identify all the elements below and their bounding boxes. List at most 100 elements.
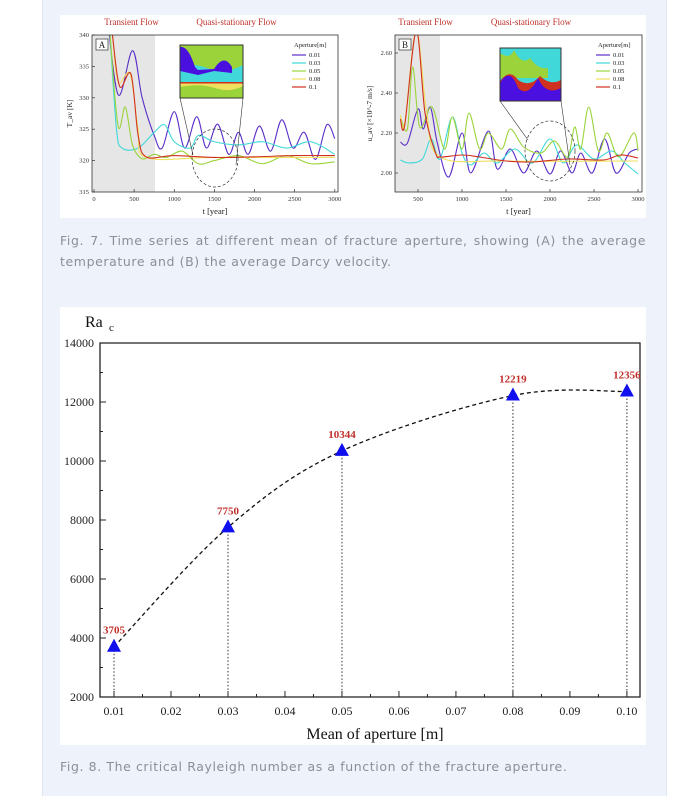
y-axis-title-subscript: c [109,322,114,334]
y-tick-label: 2000 [70,690,94,704]
legend-label-0.01: 0.01 [309,52,320,59]
zoom-connector [560,100,571,166]
y-tick-label: 6000 [70,572,94,586]
transient-region [92,35,156,192]
x-tick-label: 2000 [544,196,557,203]
zoom-connector [235,97,244,166]
y-tick-label: 320 [79,158,89,165]
data-point-marker [619,383,634,397]
legend-label-0.1: 0.1 [613,84,621,91]
fig8-caption: Fig. 8. The critical Rayleigh number as … [60,759,568,774]
y-tick-label: 12000 [64,395,94,409]
legend-label-0.05: 0.05 [613,68,624,75]
quasi-stationary-flow-label: Quasi-stationary Flow [491,17,572,27]
legend-label-0.03: 0.03 [309,60,320,67]
figure-8: 0.01 0.02 0.03 0.04 0.05 0.06 0.07 0.08 0.09 0.10… [60,307,646,745]
x-tick-label: 0.03 [217,704,238,718]
data-label: 3705 [103,625,126,637]
plot-frame [99,342,641,698]
fig8-chart: 0.01 0.02 0.03 0.04 0.05 0.06 0.07 0.08 0.09 0.10… [64,314,641,743]
panel-label-box [95,38,109,51]
data-label: 7750 [217,505,240,517]
y-tick-label: 2.40 [381,90,392,97]
legend-label-0.08: 0.08 [309,76,320,83]
panel-label-box [398,38,412,51]
plot-frame [394,34,643,193]
x-tick-label: 2500 [588,196,601,203]
y-axis-title: T_av [K] [65,100,74,128]
y-tick-label: 315 [79,189,89,196]
y-tick-label: 14000 [64,336,94,350]
x-tick-label: 0.02 [161,704,182,718]
panel-label: A [99,40,106,50]
legend-title: Aperture[m] [598,42,630,49]
y-axis-title: u_av [×10^-7 m/s] [365,86,374,142]
inset-green [500,50,548,78]
legend-title: Aperture[m] [294,42,326,49]
x-tick-label: 500 [413,196,423,203]
x-tick-label: 2000 [248,196,261,203]
x-tick-label: 2500 [288,196,301,203]
panel-label: B [402,40,408,50]
y-tick-label: 2.60 [381,50,392,57]
data-point-marker [107,638,122,652]
x-tick-label: 3000 [632,196,645,203]
x-tick-label: 1000 [168,196,181,203]
data-label: 10344 [328,429,356,441]
zoom-circle [191,128,239,188]
x-tick-label: 0.05 [331,704,352,718]
data-label: 12219 [499,374,527,386]
y-tick-label: 325 [79,126,89,133]
y-tick-label: 2.00 [381,170,392,177]
data-point-marker [505,387,520,401]
x-tick-label: 0.04 [274,704,295,718]
y-tick-label: 2.20 [381,130,392,137]
inset-frame [499,47,562,102]
x-axis-title: Mean of aperture [m] [306,726,443,743]
figure-7: Transient Flow Quasi-stationary Flow 0 500 1… [60,15,646,218]
y-tick-label: 10000 [64,454,94,468]
x-tick-label: 1000 [455,196,468,203]
legend-label-0.05: 0.05 [309,68,320,75]
x-tick-label: 0.07 [445,704,466,718]
data-label: 12356 [613,369,641,381]
x-axis-title: t [year] [203,206,228,216]
data-point-marker [220,519,235,533]
y-axis-title: Ra [85,314,103,331]
inset-frame [179,44,244,99]
x-tick-label: 500 [129,196,139,203]
plot-frame [91,34,339,193]
zoom-connector [499,100,529,141]
x-tick-label: 0.10 [616,704,637,718]
series-line-0.1 [399,35,639,163]
transient-flow-label: Transient Flow [398,17,453,27]
x-tick-label: 0 [92,196,95,203]
legend-label-0.1: 0.1 [309,84,317,91]
inset-yellow [180,83,243,91]
series-line-0.1 [111,35,335,159]
y-tick-label: 8000 [70,513,94,527]
zoom-connector [179,97,194,156]
fit-curve [113,389,627,648]
transient-flow-label: Transient Flow [104,17,159,27]
inset-purple [180,46,232,75]
legend-label-0.03: 0.03 [613,60,624,67]
x-tick-label: 0.09 [559,704,580,718]
legend-label-0.01: 0.01 [613,52,624,59]
series-line-0.05 [399,66,639,158]
series-line-0.01 [108,35,336,160]
zoom-circle [524,120,576,182]
y-tick-label: 340 [79,32,89,39]
x-tick-label: 3000 [328,196,341,203]
quasi-stationary-flow-label: Quasi-stationary Flow [196,17,277,27]
fig7-caption: Fig. 7. Time series at different mean of… [60,233,646,269]
y-tick-label: 4000 [70,631,94,645]
x-tick-label: 1500 [500,196,513,203]
fig7-panel-a-chart: Transient Flow Quasi-stationary Flow 0 500 1… [65,17,341,216]
fig7-panel-b-chart: Transient Flow Quasi-stationary Flow 500 10… [365,17,645,216]
x-axis-title: t [year] [506,206,531,216]
y-tick-label: 330 [79,95,89,102]
data-point-marker [334,442,349,456]
x-tick-label: 0.08 [502,704,523,718]
y-tick-label: 335 [79,63,89,70]
